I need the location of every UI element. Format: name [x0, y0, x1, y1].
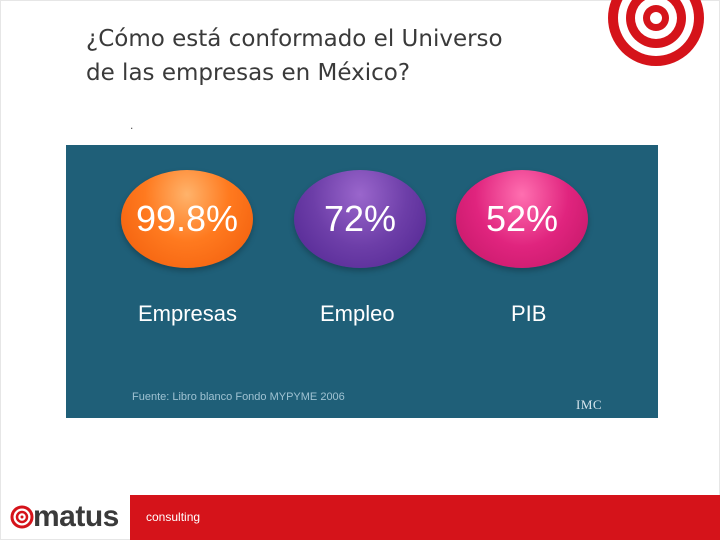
target-icon [608, 0, 704, 66]
stat-label-empleo: Empleo [320, 301, 395, 326]
stat-label-empresas: Empresas [138, 301, 238, 326]
stat-label-pib: PIB [511, 301, 547, 326]
stat-bubble-empresas: 99.8% [121, 170, 253, 268]
page-title: ¿Cómo está conformado el Universo de las… [86, 22, 606, 90]
stats-panel: 99.8% 72% 52% Empresas Empleo PIB Fuente… [66, 145, 658, 418]
stat-bubble-empleo: 72% [294, 170, 426, 268]
brand-tagline: consulting [146, 510, 201, 524]
spiral-icon [10, 505, 34, 529]
footer-band [130, 495, 720, 540]
stat-bubble-pib: 52% [456, 170, 588, 268]
stray-dot: . [130, 118, 134, 132]
source-note: Fuente: Libro blanco Fondo MYPYME 2006 [132, 391, 345, 403]
title-line-1: ¿Cómo está conformado el Universo [86, 26, 503, 52]
imc-logo: IMC [576, 397, 603, 412]
title-line-2: de las empresas en México? [86, 60, 411, 86]
brand-name: matus [33, 500, 119, 533]
